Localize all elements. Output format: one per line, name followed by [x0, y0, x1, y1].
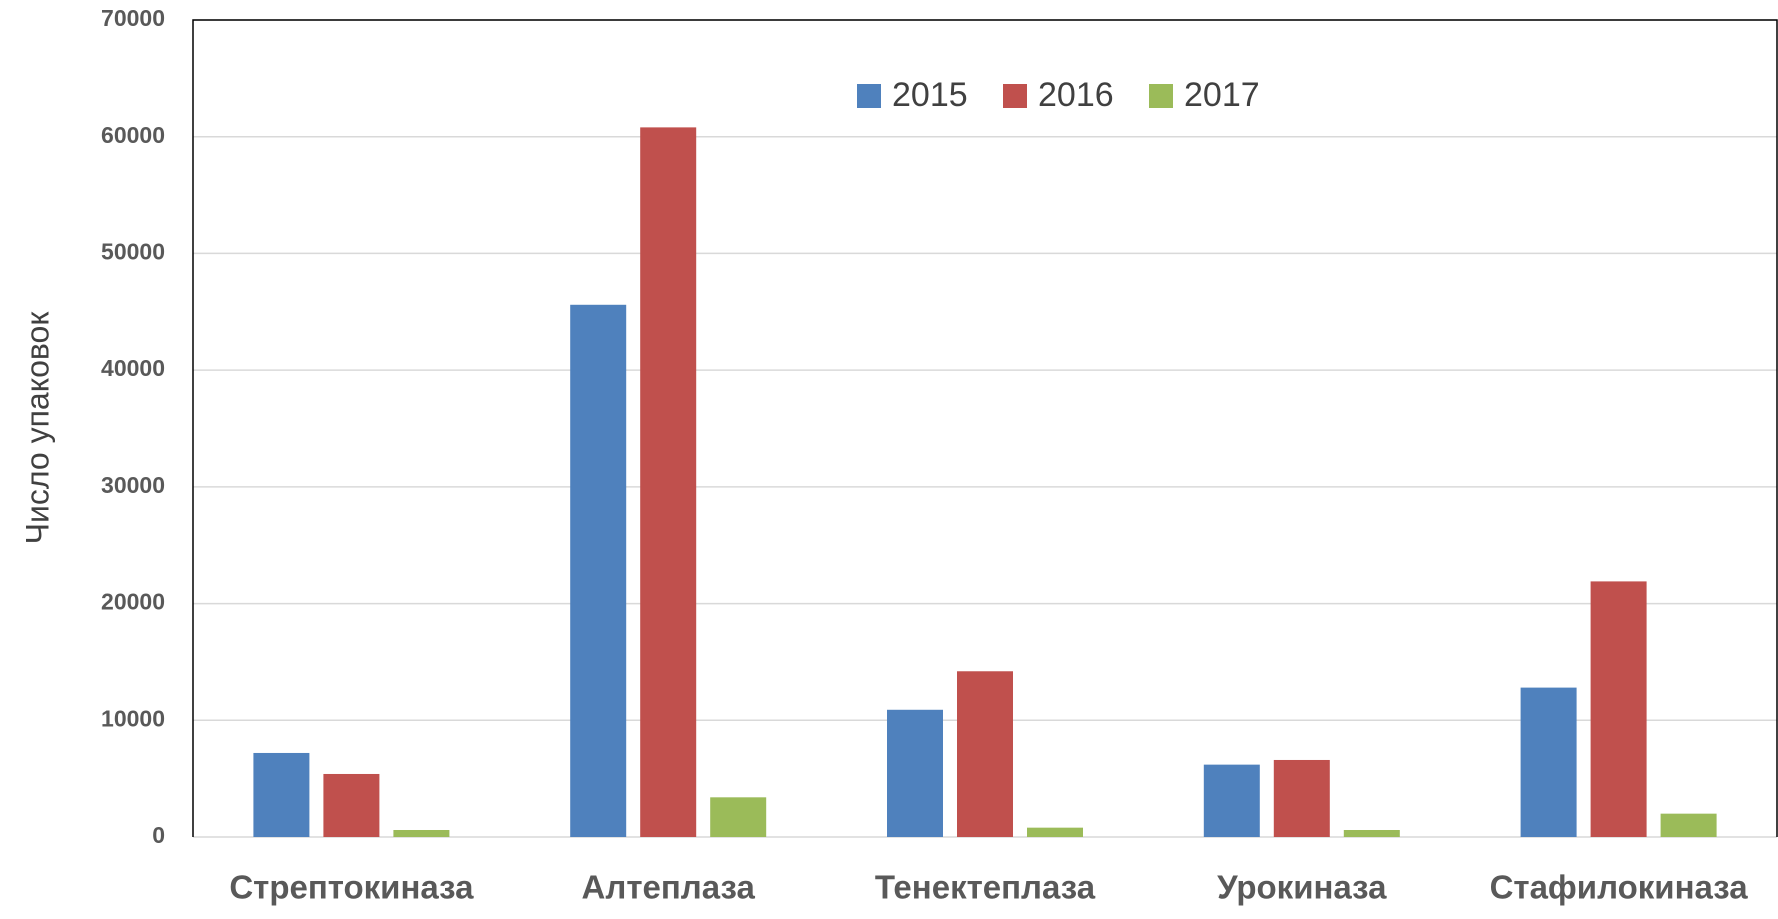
y-tick-label: 10000: [101, 705, 165, 731]
plot-frame: [192, 19, 1778, 837]
y-tick-label: 70000: [101, 5, 165, 31]
x-tick-label: Стафилокиназа: [1490, 869, 1749, 906]
y-tick-label: 20000: [101, 589, 165, 615]
bar: [887, 709, 943, 837]
bar: [957, 671, 1013, 837]
bar: [570, 304, 627, 838]
y-tick-label: 60000: [101, 122, 165, 148]
legend-swatch: [857, 84, 881, 108]
legend-swatch: [1003, 84, 1027, 108]
y-axis-label: Число упаковок: [19, 311, 55, 545]
bar: [1203, 764, 1260, 837]
bar: [1273, 759, 1330, 837]
bar: [640, 127, 697, 838]
bar: [1520, 687, 1577, 837]
y-tick-label: 40000: [101, 355, 165, 381]
legend-label: 2016: [1038, 76, 1114, 114]
x-tick-label: Тенектеплаза: [875, 869, 1096, 906]
legend-label: 2017: [1184, 76, 1260, 114]
bar: [253, 752, 310, 837]
bar: [323, 773, 380, 837]
bar: [1660, 813, 1717, 837]
y-tick-label: 30000: [101, 472, 165, 498]
y-tick-label: 50000: [101, 239, 165, 265]
x-tick-label: Урокиназа: [1217, 869, 1387, 906]
x-tick-label: Стрептокиназа: [229, 869, 474, 906]
y-tick-label: 0: [152, 822, 165, 848]
bar: [1590, 581, 1647, 837]
bar: [1027, 827, 1083, 837]
legend-swatch: [1149, 84, 1173, 108]
bar: [1343, 829, 1400, 837]
x-tick-label: Алтеплаза: [582, 869, 756, 906]
legend-label: 2015: [892, 76, 968, 114]
bar: [393, 829, 450, 837]
bar: [710, 797, 767, 837]
